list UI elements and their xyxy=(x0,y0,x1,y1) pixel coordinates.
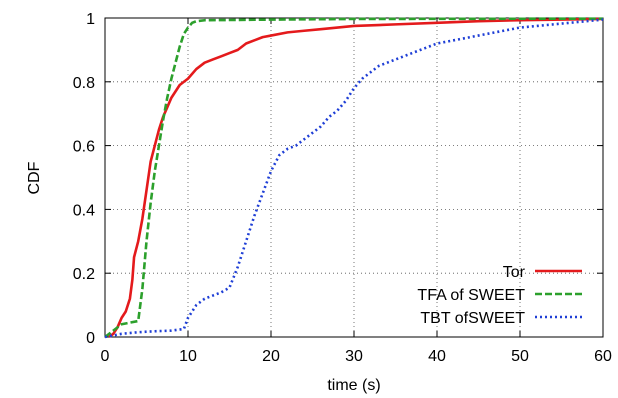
x-tick-label: 10 xyxy=(179,348,197,365)
grid-layer xyxy=(105,18,603,337)
y-tick-label: 0.2 xyxy=(73,266,95,283)
y-tick-label: 0.4 xyxy=(73,202,95,219)
y-tick-label: 1 xyxy=(86,11,95,28)
x-tick-label: 30 xyxy=(345,348,363,365)
legend-label-0: Tor xyxy=(503,264,526,281)
y-tick-label: 0 xyxy=(86,330,95,347)
series-layer xyxy=(104,17,604,339)
x-tick-label: 20 xyxy=(262,348,280,365)
series-line-0 xyxy=(108,17,604,339)
legend-label-1: TFA of SWEET xyxy=(417,287,525,304)
legend-label-2: TBT ofSWEET xyxy=(420,310,525,327)
x-axis-label: time (s) xyxy=(327,377,380,394)
series-line-1 xyxy=(104,17,604,339)
x-tick-label: 50 xyxy=(511,348,529,365)
y-tick-label: 0.8 xyxy=(73,75,95,92)
y-axis-label: CDF xyxy=(26,161,43,194)
y-tick-label: 0.6 xyxy=(73,139,95,156)
legend: Tor TFA of SWEET TBT ofSWEET xyxy=(417,264,582,327)
series-line-2 xyxy=(104,18,604,339)
ticks-layer: 0 10 20 30 40 50 60 0 0.2 0.4 0.6 0.8 1 xyxy=(73,11,612,365)
x-tick-label: 0 xyxy=(101,348,110,365)
plot-frame xyxy=(104,17,604,338)
x-tick-label: 40 xyxy=(428,348,446,365)
x-tick-label: 60 xyxy=(594,348,612,365)
